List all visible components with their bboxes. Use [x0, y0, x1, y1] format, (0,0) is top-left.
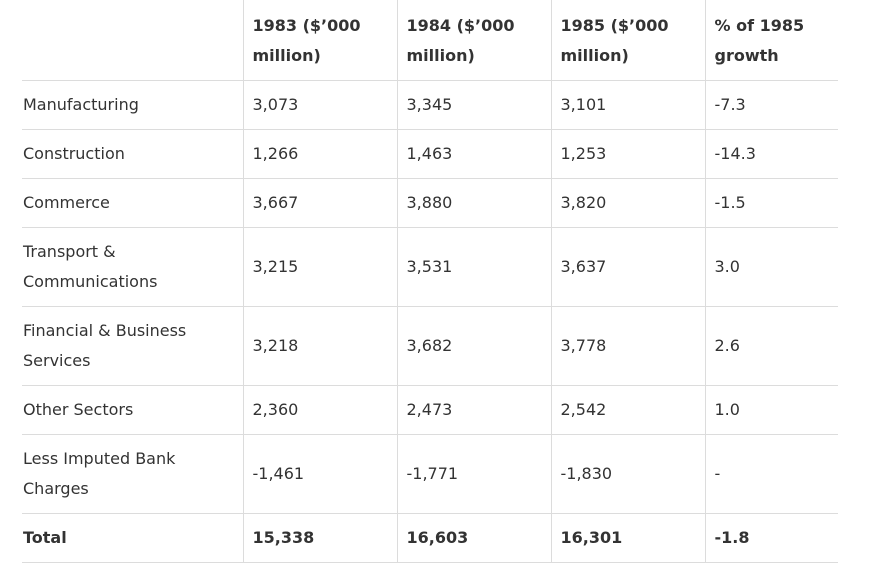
value-1983: 3,073 — [242, 80, 397, 130]
value-1985: 3,101 — [550, 80, 705, 130]
value-1983: 2,360 — [242, 385, 397, 435]
value-growth: -14.3 — [704, 129, 838, 179]
header-1984: 1984 ($’000 million) — [396, 0, 551, 81]
total-1983: 15,338 — [242, 513, 397, 563]
table-row: Construction 1,266 1,463 1,253 -14.3 — [22, 129, 838, 179]
total-label: Total — [22, 513, 243, 563]
sector-label: Transport & Communications — [22, 227, 243, 307]
header-growth: % of 1985 growth — [704, 0, 838, 81]
value-growth: -1.5 — [704, 178, 838, 228]
value-1984: 3,531 — [396, 227, 551, 307]
value-growth: 2.6 — [704, 306, 838, 386]
sector-label: Less Imputed Bank Charges — [22, 434, 243, 514]
total-growth: -1.8 — [704, 513, 838, 563]
value-1984: 2,473 — [396, 385, 551, 435]
value-1983: -1,461 — [242, 434, 397, 514]
value-1985: 1,253 — [550, 129, 705, 179]
value-1985: 3,637 — [550, 227, 705, 307]
sector-label: Commerce — [22, 178, 243, 228]
value-1983: 1,266 — [242, 129, 397, 179]
value-1984: -1,771 — [396, 434, 551, 514]
table-row: Commerce 3,667 3,880 3,820 -1.5 — [22, 178, 838, 228]
value-growth: - — [704, 434, 838, 514]
value-1984: 3,880 — [396, 178, 551, 228]
value-1983: 3,667 — [242, 178, 397, 228]
table-header-row: 1983 ($’000 million) 1984 ($’000 million… — [22, 0, 838, 81]
value-growth: 3.0 — [704, 227, 838, 307]
value-1984: 3,345 — [396, 80, 551, 130]
value-1985: 3,820 — [550, 178, 705, 228]
table-row: Financial & Business Services 3,218 3,68… — [22, 306, 838, 386]
value-1983: 3,218 — [242, 306, 397, 386]
sector-label: Manufacturing — [22, 80, 243, 130]
sector-label: Financial & Business Services — [22, 306, 243, 386]
value-1984: 3,682 — [396, 306, 551, 386]
sector-label: Construction — [22, 129, 243, 179]
header-1983: 1983 ($’000 million) — [242, 0, 397, 81]
table-row: Other Sectors 2,360 2,473 2,542 1.0 — [22, 385, 838, 435]
sector-label: Other Sectors — [22, 385, 243, 435]
total-1984: 16,603 — [396, 513, 551, 563]
table-row: Transport & Communications 3,215 3,531 3… — [22, 227, 838, 307]
table-row: Less Imputed Bank Charges -1,461 -1,771 … — [22, 434, 838, 514]
header-1985: 1985 ($’000 million) — [550, 0, 705, 81]
total-1985: 16,301 — [550, 513, 705, 563]
value-growth: -7.3 — [704, 80, 838, 130]
value-1985: 2,542 — [550, 385, 705, 435]
table-total-row: Total 15,338 16,603 16,301 -1.8 — [22, 513, 838, 563]
value-1985: -1,830 — [550, 434, 705, 514]
header-sector — [22, 0, 243, 81]
table-row: Manufacturing 3,073 3,345 3,101 -7.3 — [22, 80, 838, 130]
gdp-sector-table: 1983 ($’000 million) 1984 ($’000 million… — [22, 0, 838, 563]
value-1984: 1,463 — [396, 129, 551, 179]
value-1983: 3,215 — [242, 227, 397, 307]
value-1985: 3,778 — [550, 306, 705, 386]
value-growth: 1.0 — [704, 385, 838, 435]
